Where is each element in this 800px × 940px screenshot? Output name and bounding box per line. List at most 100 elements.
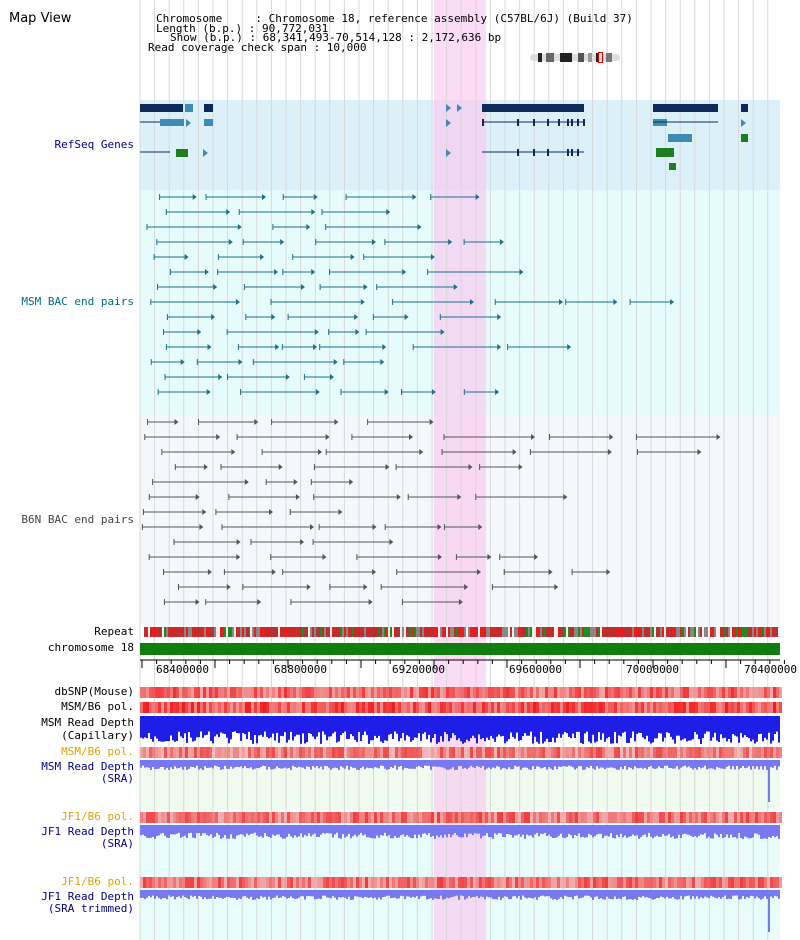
jf1-sra-depth (652, 825, 654, 839)
jf1-pol2-cell (479, 877, 482, 888)
msm-sra-depth (602, 760, 604, 768)
repeat-mark (476, 627, 478, 637)
jf1-sra-depth (774, 825, 776, 838)
dbsnp-cell (314, 687, 317, 698)
jf1-trimmed-depth (180, 890, 182, 899)
jf1-trimmed-depth (714, 890, 716, 898)
jf1-trimmed-depth (322, 890, 324, 896)
msm-sra-depth (596, 760, 598, 767)
repeat-mark (194, 627, 196, 637)
msm-pol2-cell (446, 747, 449, 758)
chromosome-ideogram[interactable] (530, 52, 620, 63)
jf1-sra-depth (708, 825, 710, 837)
exon-mark (583, 119, 585, 126)
dbsnp-cell (260, 687, 263, 698)
repeat-mark (434, 627, 436, 637)
msm-capillary-depth (470, 716, 472, 739)
msm-pol2-cell (407, 747, 410, 758)
jf1-pol2-cell (467, 877, 470, 888)
msm-pol-cell (320, 702, 323, 713)
msm-capillary-depth (530, 716, 532, 732)
jf1-pol-cell (677, 812, 680, 823)
jf1-sra-depth (454, 825, 456, 833)
msm-capillary-depth (434, 716, 436, 734)
jf1-sra-depth (660, 825, 662, 837)
msm-pol-cell (572, 702, 575, 713)
jf1-pol2-cell (254, 877, 257, 888)
msm-sra-depth (166, 760, 168, 768)
dbsnp-cell (746, 687, 749, 698)
msm-sra-depth (238, 760, 240, 768)
msm-bac-pair-end (204, 269, 209, 275)
jf1-sra-depth (768, 825, 770, 837)
msm-bac-pair-end (206, 389, 211, 395)
jf1-trimmed-depth (280, 890, 282, 898)
dbsnp-cell (506, 687, 509, 698)
msm-sra-depth (346, 760, 348, 766)
msm-sra-depth (218, 760, 220, 768)
jf1-pol-cell (461, 812, 464, 823)
jf1-sra-depth (478, 825, 480, 834)
dbsnp-cell (359, 687, 362, 698)
jf1-trimmed-depth (328, 890, 330, 898)
dbsnp-cell (362, 687, 365, 698)
msm-sra-depth (260, 760, 262, 767)
msm-pol2-cell (326, 747, 329, 758)
dbsnp-cell (347, 687, 350, 698)
jf1-pol2-cell (431, 877, 434, 888)
dbsnp-cell (686, 687, 689, 698)
dbsnp-cell (581, 687, 584, 698)
msm-sra-depth (436, 760, 438, 767)
msm-sra-depth (252, 760, 254, 770)
repeat-mark (628, 627, 630, 637)
jf1-pol2-cell (278, 877, 281, 888)
repeat-mark (334, 627, 336, 637)
jf1-pol2-cell (500, 877, 503, 888)
msm-sra-depth (604, 760, 606, 770)
msm-pol-cell (422, 702, 425, 713)
msm-capillary-depth (392, 716, 394, 739)
jf1-pol-cell (371, 812, 374, 823)
jf1-trimmed-depth (464, 890, 466, 900)
msm-sra-depth (410, 760, 412, 769)
jf1-trimmed-depth (258, 890, 260, 899)
dbsnp-cell (287, 687, 290, 698)
msm-capillary-depth (164, 716, 166, 742)
jf1-pol-cell (386, 812, 389, 823)
msm-capillary-depth (378, 716, 380, 736)
msm-sra-depth (266, 760, 268, 770)
jf1-sra-depth (626, 825, 628, 838)
repeat-mark (208, 627, 210, 637)
msm-capillary-depth (710, 716, 712, 741)
dbsnp-cell (329, 687, 332, 698)
msm-sra-depth (494, 760, 496, 769)
msm-capillary-depth (292, 716, 294, 741)
msm-capillary-depth (528, 716, 530, 736)
msm-sra-depth (254, 760, 256, 769)
jf1-trimmed-depth (386, 890, 388, 896)
jf1-sra-depth (602, 825, 604, 839)
jf1-pol-cell (179, 812, 182, 823)
jf1-sra-depth (388, 825, 390, 836)
jf1-sra-depth (202, 825, 204, 834)
msm-sra-depth (662, 760, 664, 769)
msm-sra-depth (380, 760, 382, 766)
jf1-sra-depth (374, 825, 376, 839)
msm-capillary-depth (546, 716, 548, 739)
dbsnp-cell (716, 687, 719, 698)
msm-capillary-depth (618, 716, 620, 736)
b6n-bac-pair-end (548, 569, 553, 575)
jf1-pol-cell (377, 812, 380, 823)
msm-pol-cell (335, 702, 338, 713)
jf1-sra-depth (306, 825, 308, 837)
msm-capillary-depth (520, 716, 522, 740)
msm-pol-cell (455, 702, 458, 713)
jf1-sra-depth (422, 825, 424, 834)
dbsnp-cell (215, 687, 218, 698)
repeat-mark (656, 627, 658, 637)
jf1-pol2-cell (542, 877, 545, 888)
repeat-mark (400, 627, 402, 637)
jf1-pol-cell (608, 812, 611, 823)
msm-pol2-cell (191, 747, 194, 758)
msm-pol-cell (164, 702, 167, 713)
